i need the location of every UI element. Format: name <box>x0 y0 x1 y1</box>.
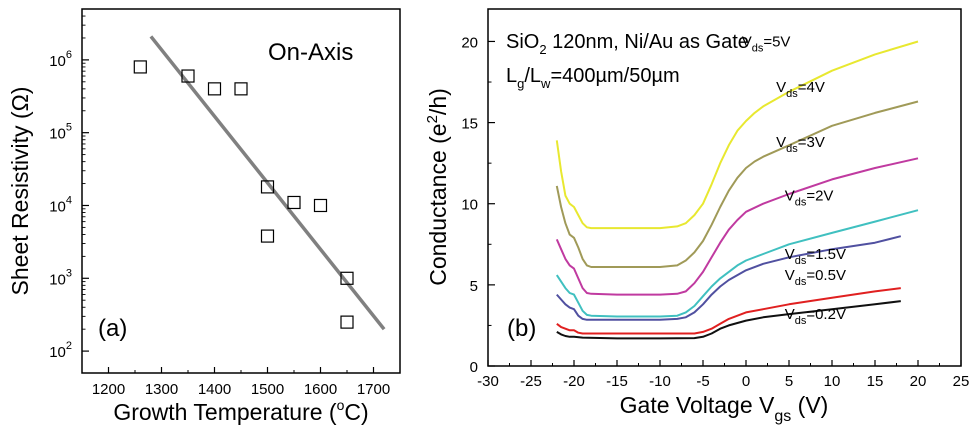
panel-b-x-tick-label: -25 <box>520 373 542 390</box>
panel-b-series-lines <box>555 40 919 340</box>
panel-b-series-line <box>555 100 919 268</box>
panel-b-series-line <box>556 287 901 335</box>
panel-b-x-tick-label: -20 <box>563 373 585 390</box>
panel-b-series-label: Vds=2V <box>785 187 834 208</box>
panel-b-series-label: Vds=0.2V <box>785 306 846 327</box>
panel-b-series-line <box>555 40 919 230</box>
panel-b-x-ticks: -30 -25 -20 -15 -10 -5 0 5 10 15 20 25 <box>477 360 969 390</box>
panel-a-fit <box>149 35 386 331</box>
panel-a-data-point <box>260 180 275 194</box>
panel-a-x-axis-label: Growth Temperature (oC) <box>113 397 368 425</box>
panel-a-data-point <box>133 60 147 74</box>
panel-b-x-tick-label: -15 <box>606 373 628 390</box>
panel-b-x-tick-label: 20 <box>910 373 927 390</box>
panel-b-series-line <box>555 157 919 296</box>
panel-b-x-tick-label: 15 <box>867 373 884 390</box>
panel-a-data-point <box>287 195 301 210</box>
panel-a-y-axis-label: Sheet Resistivity (Ω) <box>7 87 33 296</box>
panel-b-x-tick-label: 10 <box>824 373 841 390</box>
panel-b-y-tick-label: 10 <box>461 197 478 214</box>
panel-b-series-label: Vds=3V <box>776 134 825 155</box>
panel-b-series-labels: Vds=5V Vds=4V Vds=3V Vds=2V Vds=1.5VVds=0.5V… <box>742 33 846 327</box>
panel-a-data-point <box>207 82 222 96</box>
panel-a-y-tick-label: 104 <box>49 194 72 215</box>
panel-a-data-point <box>340 271 354 285</box>
panel-a-y-ticks: 102 103 104 105 106 <box>49 8 89 361</box>
panel-a-x-tick-label: 1300 <box>145 381 178 398</box>
panel-b-series-line <box>556 300 901 340</box>
panel-a-data-point <box>234 82 248 96</box>
panel-a-data-point <box>260 229 275 243</box>
panel-b-plot-frame <box>487 8 962 367</box>
panel-b-series-label: Vds=1.5V <box>785 246 846 267</box>
panel-b-x-tick-label: 5 <box>785 373 793 390</box>
panel-b-series-label: Vds=0.5V <box>785 267 846 288</box>
panel-a: 1200 1300 1400 1500 1600 1700 102 103 104 105 106… <box>7 8 401 425</box>
panel-a-x-tick-label: 1500 <box>251 381 284 398</box>
panel-b-series-line <box>556 235 902 321</box>
panel-b-label: (b) <box>507 315 536 342</box>
panel-a-y-tick-label: 102 <box>49 340 72 361</box>
panel-b-y-tick-label: 20 <box>461 34 478 51</box>
panel-b-annotation-line2: Lg/Lw=400µm/50µm <box>506 65 680 91</box>
panel-b-x-tick-label: 25 <box>953 373 970 390</box>
panel-b-x-tick-label: -30 <box>477 373 499 390</box>
panel-a-data-point <box>340 315 354 329</box>
panel-a-x-ticks: 1200 1300 1400 1500 1600 1700 <box>92 367 390 398</box>
panel-a-y-tick-label: 105 <box>49 122 72 143</box>
panel-b-series-label: Vds=4V <box>776 79 825 100</box>
panel-a-x-tick-label: 1700 <box>357 381 390 398</box>
panel-a-y-tick-label: 103 <box>49 267 72 288</box>
panel-a-x-tick-label: 1200 <box>92 381 125 398</box>
panel-a-label: (a) <box>98 315 127 342</box>
panel-b-y-tick-label: 15 <box>461 116 478 133</box>
panel-b-x-axis-label: Gate Voltage Vgs (V) <box>620 392 829 425</box>
panel-a-fit-line <box>149 35 386 331</box>
panel-b-x-tick-label: 0 <box>742 373 750 390</box>
panel-b-y-tick-label: 5 <box>470 278 478 295</box>
panel-a-x-tick-label: 1600 <box>304 381 337 398</box>
panel-a-data-point <box>313 198 328 213</box>
panel-b-x-tick-label: -5 <box>696 373 709 390</box>
panel-a-y-tick-label: 106 <box>49 49 72 70</box>
panel-a-x-tick-label: 1400 <box>198 381 231 398</box>
panel-a-points <box>133 60 354 329</box>
panel-b-y-tick-label: 0 <box>470 359 478 376</box>
panel-b: -30 -25 -20 -15 -10 -5 0 5 10 15 20 25 0 5 10 15 20 Vds… <box>424 8 969 425</box>
panel-a-data-point <box>181 69 195 83</box>
panel-b-y-ticks: 0 5 10 15 20 <box>461 34 495 376</box>
panel-b-series-line <box>555 209 919 318</box>
panel-b-annotation-line1: SiO2 120nm, Ni/Au as Gate <box>506 31 749 57</box>
panel-a-annotation: On-Axis <box>268 39 353 66</box>
panel-b-x-tick-label: -10 <box>649 373 671 390</box>
panel-b-y-axis-label: Conductance (e2/h) <box>424 88 451 286</box>
panel-b-series-label: Vds=5V <box>742 33 791 54</box>
